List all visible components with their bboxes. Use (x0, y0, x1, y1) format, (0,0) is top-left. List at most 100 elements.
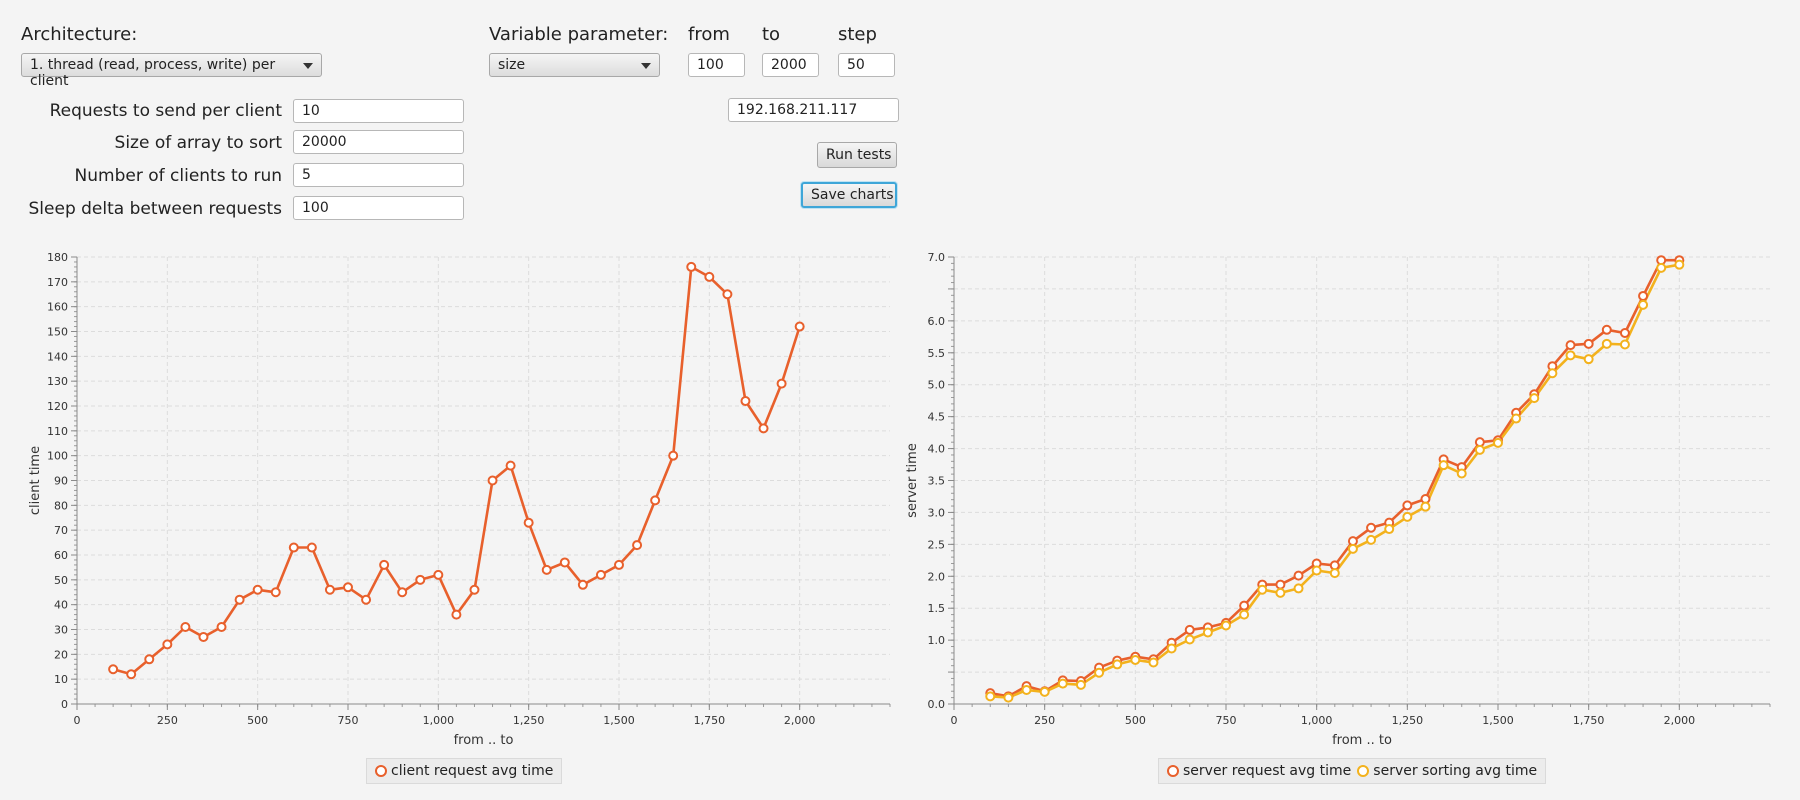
data-point (985, 691, 996, 702)
server-chart-legend: server request avg time server sorting a… (1158, 758, 1547, 784)
data-point (1075, 679, 1086, 690)
series-line (990, 263, 1680, 699)
save-charts-button[interactable]: Save charts (801, 182, 897, 208)
data-point (1057, 675, 1068, 686)
data-point (1420, 501, 1431, 512)
chart-plot: 0 250 500 750 1,000 1,250 1,500 1,750 2,000 0 10 20… (28, 251, 891, 748)
data-point (1293, 570, 1304, 581)
run-tests-button[interactable]: Run tests (817, 142, 897, 168)
y-tick-label: 2.5 (928, 538, 946, 551)
data-point (1619, 327, 1630, 338)
data-point (794, 321, 805, 332)
data-point (1329, 560, 1340, 571)
data-point (632, 540, 643, 551)
y-tick-label: 1.5 (928, 602, 946, 615)
data-point (1674, 259, 1685, 270)
requests-input[interactable] (293, 99, 464, 123)
y-tick-label: 140 (47, 350, 68, 363)
data-point (577, 579, 588, 590)
y-tick-label: 20 (54, 648, 68, 661)
data-point (1112, 655, 1123, 666)
data-point (1311, 565, 1322, 576)
data-point (1638, 299, 1649, 310)
from-input[interactable] (688, 53, 745, 77)
data-point (1202, 622, 1213, 633)
data-point (1021, 684, 1032, 695)
to-input[interactable] (762, 53, 819, 77)
architecture-label: Architecture: (21, 24, 138, 45)
data-point (1057, 678, 1068, 689)
y-tick-label: 4.0 (928, 443, 946, 456)
data-point (1384, 524, 1395, 535)
data-point (1166, 637, 1177, 648)
variable-parameter-combobox[interactable]: size (489, 53, 660, 77)
variable-parameter-value: size (498, 57, 526, 73)
data-point (1438, 454, 1449, 465)
data-point (1366, 534, 1377, 545)
data-point (1130, 654, 1141, 665)
data-point (252, 584, 263, 595)
data-point (523, 517, 534, 528)
legend-label: server sorting avg time (1373, 763, 1538, 779)
chevron-down-icon (303, 63, 313, 69)
data-point (559, 557, 570, 568)
data-point (1565, 350, 1576, 361)
x-tick-label: 2,000 (784, 714, 816, 727)
data-point (1239, 609, 1250, 620)
data-point (1674, 255, 1685, 266)
series-marker-icon (1167, 765, 1179, 777)
data-point (686, 261, 697, 272)
y-axis-label: server time (905, 443, 920, 518)
array-size-input[interactable] (293, 130, 464, 154)
ip-address-input[interactable] (728, 98, 899, 122)
data-point (1094, 662, 1105, 673)
y-tick-label: 5.0 (928, 379, 946, 392)
x-tick-label: 0 (74, 714, 81, 727)
data-point (1438, 460, 1449, 471)
data-point (1456, 468, 1467, 479)
y-tick-label: 60 (54, 549, 68, 562)
data-point (1075, 676, 1086, 687)
data-point (1257, 579, 1268, 590)
y-tick-label: 110 (47, 425, 68, 438)
data-point (1529, 389, 1540, 400)
y-tick-label: 160 (47, 301, 68, 314)
x-tick-label: 0 (951, 714, 958, 727)
data-point (1221, 617, 1231, 628)
x-tick-label: 1,500 (1482, 714, 1514, 727)
data-point (1474, 444, 1485, 455)
data-point (1275, 579, 1286, 590)
sleep-delta-label: Sleep delta between requests (28, 199, 282, 219)
client-chart-legend: client request avg time (366, 758, 563, 784)
series-line (112, 265, 801, 676)
sleep-delta-input[interactable] (293, 196, 464, 220)
series-line (990, 258, 1680, 698)
x-tick-label: 1,750 (694, 714, 726, 727)
data-point (1638, 290, 1649, 301)
chevron-down-icon (641, 63, 651, 69)
architecture-combobox[interactable]: 1. thread (read, process, write) per cli… (21, 53, 322, 89)
data-point (324, 584, 335, 595)
x-tick-label: 1,250 (513, 714, 545, 727)
data-point (1347, 543, 1358, 554)
y-axis-label: client time (28, 446, 43, 515)
step-input[interactable] (838, 53, 895, 77)
legend-item: client request avg time (375, 763, 553, 779)
data-point (343, 582, 353, 593)
data-point (451, 609, 462, 620)
data-point (1493, 435, 1503, 446)
y-tick-label: 10 (54, 673, 68, 686)
x-tick-label: 2,000 (1664, 714, 1696, 727)
data-point (1221, 620, 1231, 631)
data-point (1511, 413, 1522, 424)
clients-input[interactable] (293, 163, 464, 187)
data-point (740, 396, 751, 407)
y-tick-label: 90 (54, 475, 68, 488)
x-tick-label: 1,500 (603, 714, 635, 727)
y-tick-label: 70 (54, 524, 68, 537)
data-point (126, 669, 137, 680)
x-tick-label: 1,000 (423, 714, 455, 727)
data-point (270, 587, 281, 598)
data-point (379, 559, 390, 570)
x-tick-label: 1,250 (1392, 714, 1424, 727)
